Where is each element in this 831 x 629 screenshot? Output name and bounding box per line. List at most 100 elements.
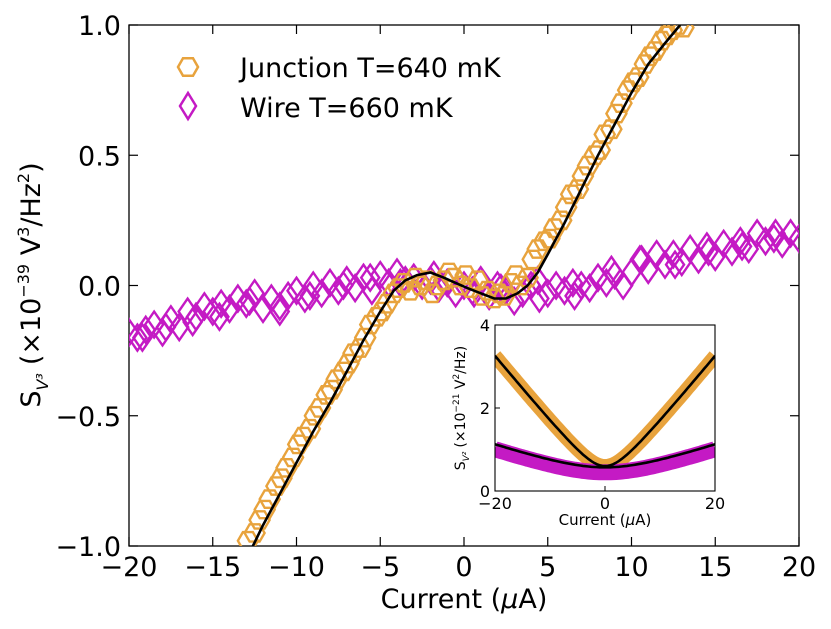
junction-fit-line [251, 25, 682, 546]
wire-point [143, 309, 165, 340]
inset-x-label-mu: μ [625, 511, 636, 529]
y-label-s: S [16, 391, 47, 408]
x-tick-label: −15 [184, 552, 241, 583]
wire-point [359, 262, 381, 293]
y-tick-label: −0.5 [55, 402, 121, 433]
wire-point [269, 296, 291, 327]
wire-point [621, 257, 642, 288]
x-axis-label-mu: μ [500, 584, 518, 615]
x-tick-label: −10 [268, 552, 325, 583]
inset-data-clip [495, 351, 715, 481]
main-data-clip [129, 25, 799, 546]
junction-point [610, 93, 633, 114]
inset-y-label-unit-tail: /Hz) [453, 346, 469, 374]
junction-point [667, 25, 690, 35]
y-tick-label: 0.5 [78, 141, 121, 172]
x-axis-label: Current (μA) [381, 584, 548, 615]
y-label-prefix: (×10 [16, 298, 47, 366]
wire-point [208, 301, 230, 332]
x-axis-label-pre: Current ( [381, 584, 502, 615]
wire-point [239, 286, 261, 317]
y-label-unit: V [16, 236, 47, 264]
wire-point [746, 218, 768, 249]
y-label-close: ) [16, 162, 47, 173]
junction-point [449, 275, 472, 296]
junction-point [559, 184, 583, 205]
junction-point [650, 30, 673, 51]
y-label-tail-exp: 2 [14, 173, 33, 183]
wire-point [562, 267, 584, 299]
inset-x-tick-label: −20 [478, 494, 512, 513]
junction-point [633, 54, 657, 74]
wire-point [564, 280, 586, 312]
legend: Junction T=640 mK Wire T=660 mK [176, 53, 502, 124]
y-axis-label: SV³ (×10−39 V3/Hz2) [14, 162, 52, 407]
legend-label-junction: Junction T=640 mK [238, 53, 502, 84]
legend-marker-junction [176, 57, 200, 77]
junction-point [415, 270, 439, 291]
y-label-unit-exp: 3 [14, 227, 33, 237]
inset-y-label-exp: −21 [452, 394, 462, 413]
junction-point [549, 210, 573, 231]
wire-point [771, 228, 793, 259]
wire-point [286, 275, 307, 306]
wire-point [579, 272, 601, 304]
junction-point [253, 499, 277, 520]
x-tick-label: 0 [455, 552, 472, 583]
junction-point [583, 145, 607, 166]
junction-point [303, 405, 327, 426]
inset-y-label-prefix: (×10 [453, 413, 469, 448]
wire-point [327, 275, 349, 306]
junction-point [459, 278, 483, 298]
wire-point [554, 275, 575, 306]
wire-point [319, 267, 341, 299]
inset-x-label-post: A) [635, 511, 651, 529]
junction-point [258, 489, 282, 509]
wire-point [729, 226, 751, 257]
wire-point [527, 265, 549, 296]
junction-point [521, 249, 545, 270]
junction-point [566, 179, 590, 200]
y-label-sub: V³ [33, 373, 52, 390]
inset-y-label-unit: V [453, 379, 469, 393]
wire-point [129, 322, 148, 353]
junction-point [243, 523, 266, 543]
inset-x-tick-label: 20 [705, 494, 725, 513]
inset-y-axis-label: SV² (×10−21 V2/Hz) [452, 346, 472, 471]
wire-point [600, 254, 622, 285]
x-tick-label: 10 [614, 552, 648, 583]
junction-point [466, 270, 489, 291]
wire-point [311, 278, 333, 309]
y-label-unit-tail: /Hz [16, 183, 47, 227]
junction-point [482, 288, 506, 309]
y-label-exp: −39 [14, 264, 33, 298]
wire-point [664, 249, 686, 280]
x-tick-label: 15 [698, 552, 732, 583]
y-tick-label: −1.0 [55, 532, 121, 563]
wire-point [135, 314, 157, 345]
inset-y-label-s: S [453, 461, 469, 470]
junction-point [655, 25, 679, 46]
junction-point [487, 283, 511, 304]
wire-point [182, 306, 204, 338]
wire-point [235, 288, 257, 319]
junction-point [626, 67, 650, 88]
inset-x-tick-label: 0 [600, 494, 610, 513]
wire-point [528, 283, 550, 314]
wire-point [332, 270, 354, 301]
inset-x-axis-label: Current (μA) [559, 511, 652, 529]
wire-point [765, 218, 787, 249]
junction-point [399, 280, 422, 301]
junction-point [526, 239, 550, 259]
junction-point [660, 25, 684, 41]
junction-point [538, 228, 561, 249]
junction-point [275, 458, 298, 478]
inset-y-label-unit-exp: 2 [452, 374, 462, 380]
junction-point [605, 103, 628, 124]
junction-point [554, 197, 578, 218]
main-data-layer [129, 25, 799, 546]
junction-point [509, 275, 533, 296]
junction-point [616, 80, 640, 101]
